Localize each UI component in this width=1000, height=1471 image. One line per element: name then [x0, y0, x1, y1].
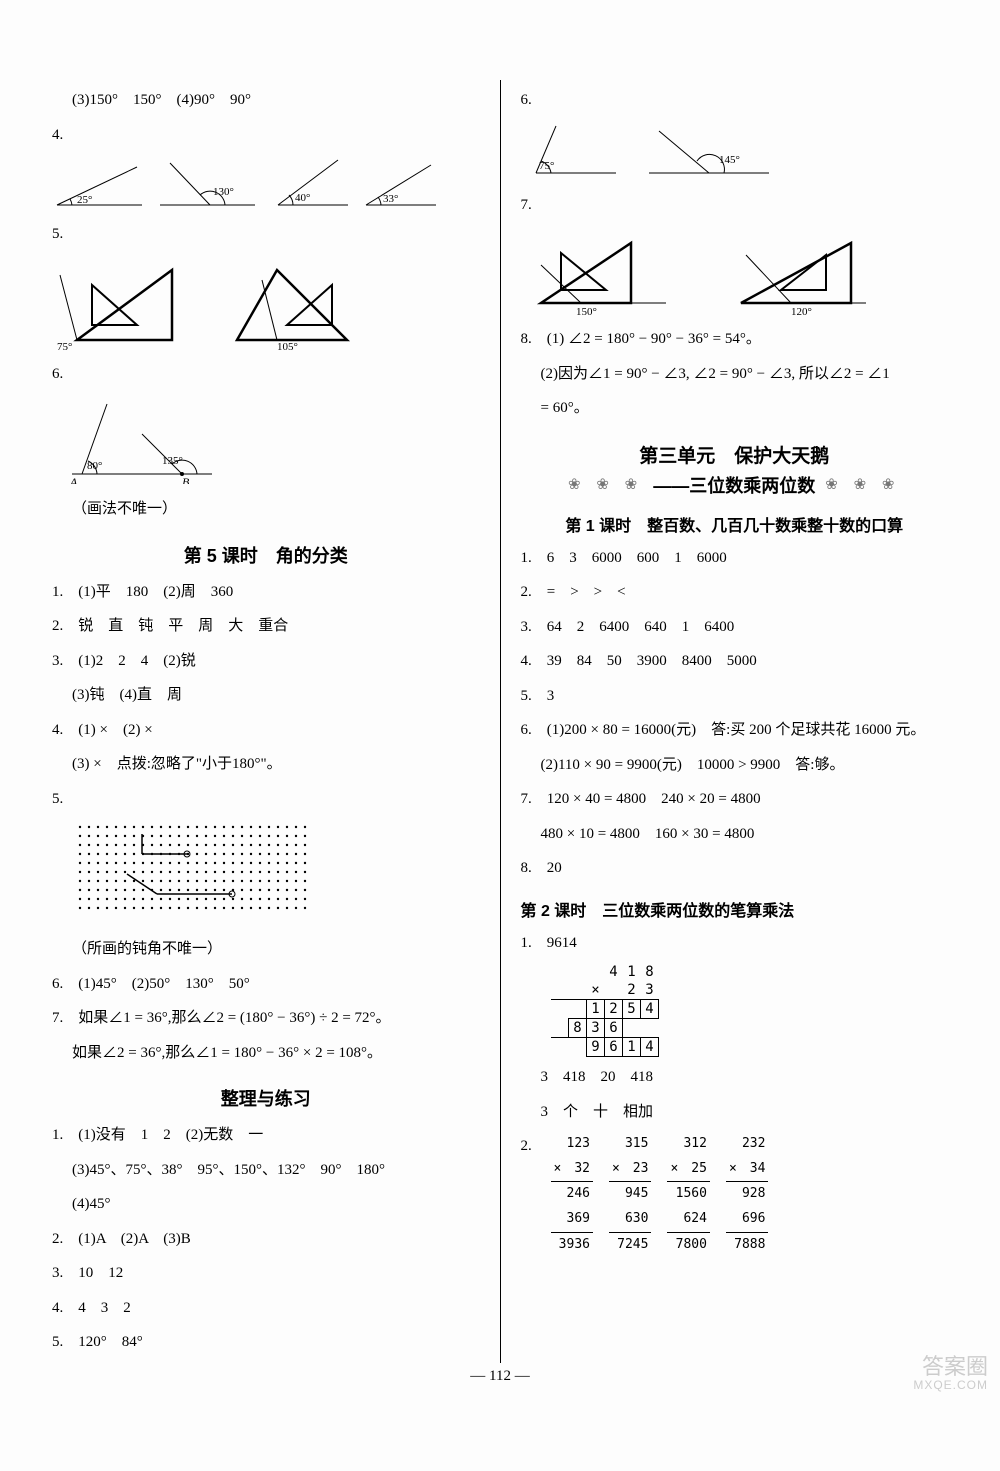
l5-2: 2. 锐 直 钝 平 周 大 重合 [52, 612, 480, 641]
svg-text:150°: 150° [576, 306, 597, 315]
l5-7a: 7. 如果∠1 = 36°,那么∠2 = (180° − 36°) ÷ 2 = … [52, 1004, 480, 1033]
r-tri-7: 150° 120° [521, 225, 949, 315]
q3: (3)150° 150° (4)90° 90° [52, 86, 480, 115]
r1a: 1. (1)没有 1 2 (2)无数 一 [52, 1121, 480, 1150]
q5-num: 5. [52, 226, 63, 242]
calc-418: 418×2312548369614 [551, 963, 949, 1057]
angle-6: 80° 135° A B [52, 394, 252, 484]
dot-grid [52, 819, 480, 929]
l2-mid: 3 418 20 418 [521, 1063, 949, 1092]
l5-3b: (3)钝 (4)直 周 [52, 681, 480, 710]
r1b: (3)45°、75°、38° 95°、150°、132° 90° 180° [52, 1156, 480, 1185]
mult-row: 123× 322463693936315× 239456307245312× 2… [543, 1132, 777, 1257]
deco-r: ❀ ❀ ❀ [825, 475, 900, 494]
l2-2num: 2. [521, 1132, 539, 1161]
l1-3: 3. 64 2 6400 640 1 6400 [521, 613, 949, 642]
right-column: 6. 75° 145° 7. 150° 120° 8. (1) ∠2 = 180… [509, 80, 961, 1363]
lesson1-title: 第 1 课时 整百数、几百几十数乘整十数的口算 [521, 512, 949, 536]
l2-1: 1. 9614 [521, 929, 949, 958]
l1-7b: 480 × 10 = 4800 160 × 30 = 4800 [521, 820, 949, 849]
l5-4a: 4. (1) × (2) × [52, 716, 480, 745]
r2: 2. (1)A (2)A (3)B [52, 1225, 480, 1254]
l1-6b: (2)110 × 90 = 9900(元) 10000 > 9900 答:够。 [521, 751, 949, 780]
l5-6: 6. (1)45° (2)50° 130° 50° [52, 970, 480, 999]
unit-title: 第三单元 保护大天鹅 [521, 441, 949, 468]
l5-5note: （所画的钝角不唯一） [52, 935, 480, 964]
svg-text:135°: 135° [162, 455, 183, 467]
r3: 3. 10 12 [52, 1259, 480, 1288]
q6-num: 6. [52, 366, 63, 382]
svg-text:40°: 40° [295, 192, 310, 204]
l5-1: 1. (1)平 180 (2)周 360 [52, 578, 480, 607]
lesson5-title: 第 5 课时 角的分类 [52, 542, 480, 568]
q4-num: 4. [52, 127, 63, 143]
lesson2-title: 第 2 课时 三位数乘两位数的笔算乘法 [521, 897, 949, 921]
svg-text:75°: 75° [57, 341, 72, 350]
page-number: — 112 — [0, 1368, 1000, 1385]
svg-text:33°: 33° [383, 193, 398, 205]
l2-mid2: 3 个 十 相加 [521, 1098, 949, 1127]
left-column: (3)150° 150° (4)90° 90° 4. 25° 130° 40° … [40, 80, 492, 1363]
q6-note: （画法不唯一） [52, 495, 480, 524]
l5-5num: 5. [52, 791, 63, 807]
l1-1: 1. 6 3 6000 600 1 6000 [521, 544, 949, 573]
rq8b: (2)因为∠1 = 90° − ∠3, ∠2 = 90° − ∠3, 所以∠2 … [521, 360, 949, 389]
tri-5: 75° 105° [52, 255, 480, 350]
l5-4b: (3) × 点拨:忽略了"小于180°"。 [52, 750, 480, 779]
l5-7b: 如果∠2 = 36°,那么∠1 = 180° − 36° × 2 = 108°。 [52, 1039, 480, 1068]
svg-text:A: A [69, 475, 78, 484]
rq8a: 8. (1) ∠2 = 180° − 90° − 36° = 54°。 [521, 325, 949, 354]
rq7-num: 7. [521, 197, 532, 213]
deco-l: ❀ ❀ ❀ [568, 475, 643, 494]
r-angles-6: 75° 145° [521, 121, 949, 181]
svg-text:105°: 105° [277, 341, 298, 350]
svg-text:80°: 80° [87, 460, 102, 472]
rq8c: = 60°。 [521, 394, 949, 423]
svg-text:130°: 130° [213, 186, 234, 198]
l1-8: 8. 20 [521, 854, 949, 883]
l1-6a: 6. (1)200 × 80 = 16000(元) 答:买 200 个足球共花 … [521, 716, 949, 745]
svg-text:145°: 145° [719, 154, 740, 166]
svg-text:B: B [182, 475, 190, 484]
svg-text:25°: 25° [77, 194, 92, 206]
svg-text:75°: 75° [539, 160, 554, 172]
l1-7a: 7. 120 × 40 = 4800 240 × 20 = 4800 [521, 785, 949, 814]
l5-3a: 3. (1)2 2 4 (2)锐 [52, 647, 480, 676]
rq6-num: 6. [521, 92, 532, 108]
svg-text:120°: 120° [791, 306, 812, 315]
angles-4: 25° 130° 40° 33° [52, 155, 480, 210]
l1-2: 2. = > > < [521, 578, 949, 607]
r5: 5. 120° 84° [52, 1328, 480, 1357]
r4: 4. 4 3 2 [52, 1294, 480, 1323]
r1c: (4)45° [52, 1190, 480, 1219]
column-divider [500, 80, 501, 1363]
unit-sub: ——三位数乘两位数 [653, 472, 815, 498]
l1-4: 4. 39 84 50 3900 8400 5000 [521, 647, 949, 676]
l1-5: 5. 3 [521, 682, 949, 711]
review-title: 整理与练习 [52, 1085, 480, 1111]
